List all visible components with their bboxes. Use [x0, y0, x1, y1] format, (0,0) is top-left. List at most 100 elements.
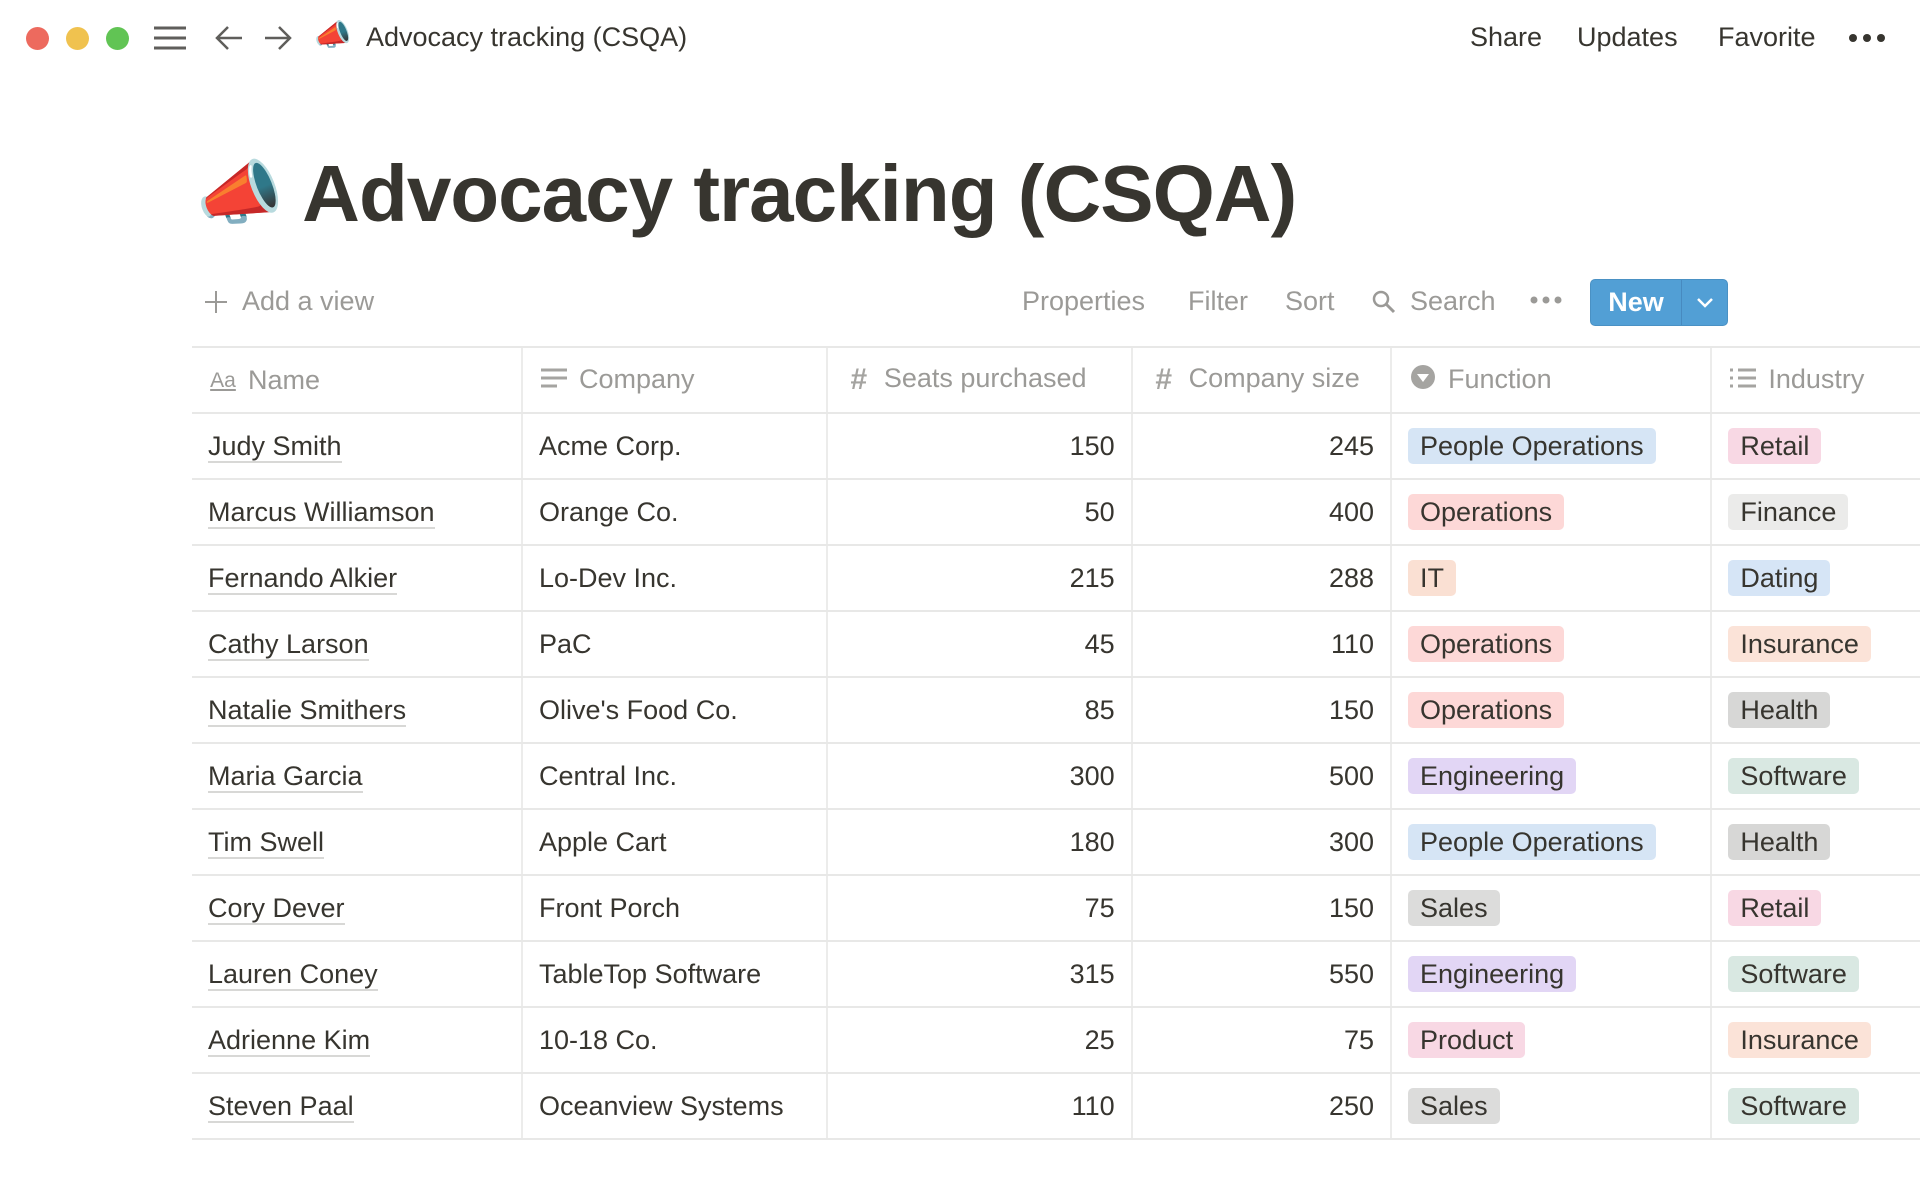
cell-size[interactable]: 500	[1130, 742, 1392, 810]
back-arrow-icon[interactable]	[211, 20, 247, 56]
cell-industry[interactable]: Health	[1710, 676, 1920, 744]
cell-function[interactable]: People Operations	[1390, 412, 1712, 480]
cell-seats[interactable]: 215	[825, 544, 1132, 612]
column-header-function[interactable]: Function	[1390, 346, 1712, 414]
add-view-button[interactable]: Add a view	[204, 286, 374, 317]
cell-name[interactable]: Adrienne Kim	[192, 1006, 522, 1074]
close-window-button[interactable]	[26, 27, 49, 50]
cell-industry[interactable]: Retail	[1710, 874, 1920, 942]
cell-company[interactable]: Acme Corp.	[520, 412, 827, 480]
cell-size[interactable]: 75	[1130, 1006, 1392, 1074]
cell-name[interactable]: Maria Garcia	[192, 742, 522, 810]
cell-seats[interactable]: 150	[825, 412, 1132, 480]
cell-function[interactable]: Operations	[1390, 610, 1712, 678]
cell-company[interactable]: TableTop Software	[520, 940, 827, 1008]
cell-seats[interactable]: 50	[825, 478, 1132, 546]
name-link[interactable]: Lauren Coney	[208, 958, 378, 991]
cell-function[interactable]: Engineering	[1390, 940, 1712, 1008]
cell-industry[interactable]: Software	[1710, 1072, 1920, 1140]
cell-industry[interactable]: Finance	[1710, 478, 1920, 546]
table-row[interactable]: Lauren Coney TableTop Software 315 550 E…	[192, 940, 1920, 1008]
cell-function[interactable]: Operations	[1390, 676, 1712, 744]
cell-company[interactable]: Orange Co.	[520, 478, 827, 546]
updates-button[interactable]: Updates	[1577, 22, 1678, 52]
cell-size[interactable]: 550	[1130, 940, 1392, 1008]
table-row[interactable]: Tim Swell Apple Cart 180 300 People Oper…	[192, 808, 1920, 876]
column-header-seats[interactable]: # Seats purchased	[825, 346, 1132, 414]
cell-name[interactable]: Natalie Smithers	[192, 676, 522, 744]
cell-name[interactable]: Cathy Larson	[192, 610, 522, 678]
table-row[interactable]: Maria Garcia Central Inc. 300 500 Engine…	[192, 742, 1920, 810]
cell-size[interactable]: 245	[1130, 412, 1392, 480]
cell-seats[interactable]: 85	[825, 676, 1132, 744]
cell-function[interactable]: People Operations	[1390, 808, 1712, 876]
cell-name[interactable]: Marcus Williamson	[192, 478, 522, 546]
cell-size[interactable]: 300	[1130, 808, 1392, 876]
cell-size[interactable]: 110	[1130, 610, 1392, 678]
new-dropdown-button[interactable]	[1682, 280, 1727, 325]
cell-size[interactable]: 250	[1130, 1072, 1392, 1140]
maximize-window-button[interactable]	[106, 27, 129, 50]
name-link[interactable]: Maria Garcia	[208, 760, 363, 793]
table-row[interactable]: Steven Paal Oceanview Systems 110 250 Sa…	[192, 1072, 1920, 1140]
cell-company[interactable]: 10-18 Co.	[520, 1006, 827, 1074]
cell-function[interactable]: Engineering	[1390, 742, 1712, 810]
name-link[interactable]: Marcus Williamson	[208, 496, 435, 529]
cell-name[interactable]: Cory Dever	[192, 874, 522, 942]
cell-company[interactable]: PaC	[520, 610, 827, 678]
minimize-window-button[interactable]	[66, 27, 89, 50]
cell-function[interactable]: Sales	[1390, 1072, 1712, 1140]
cell-industry[interactable]: Software	[1710, 742, 1920, 810]
cell-function[interactable]: Product	[1390, 1006, 1712, 1074]
new-button[interactable]: New	[1591, 280, 1682, 325]
name-link[interactable]: Tim Swell	[208, 826, 325, 859]
cell-function[interactable]: IT	[1390, 544, 1712, 612]
cell-name[interactable]: Fernando Alkier	[192, 544, 522, 612]
cell-name[interactable]: Tim Swell	[192, 808, 522, 876]
cell-function[interactable]: Sales	[1390, 874, 1712, 942]
cell-seats[interactable]: 110	[825, 1072, 1132, 1140]
cell-size[interactable]: 150	[1130, 676, 1392, 744]
search-button[interactable]: Search	[1372, 286, 1496, 317]
more-options-icon[interactable]	[1848, 28, 1888, 53]
table-row[interactable]: Marcus Williamson Orange Co. 50 400 Oper…	[192, 478, 1920, 546]
favorite-button[interactable]: Favorite	[1718, 22, 1816, 52]
cell-company[interactable]: Olive's Food Co.	[520, 676, 827, 744]
name-link[interactable]: Natalie Smithers	[208, 694, 407, 727]
column-header-name[interactable]: Aa Name	[192, 346, 522, 414]
table-row[interactable]: Fernando Alkier Lo-Dev Inc. 215 288 IT D…	[192, 544, 1920, 612]
cell-seats[interactable]: 180	[825, 808, 1132, 876]
table-row[interactable]: Cathy Larson PaC 45 110 Operations Insur…	[192, 610, 1920, 678]
table-row[interactable]: Judy Smith Acme Corp. 150 245 People Ope…	[192, 412, 1920, 480]
column-header-size[interactable]: # Company size	[1130, 346, 1392, 414]
cell-industry[interactable]: Software	[1710, 940, 1920, 1008]
breadcrumb-title[interactable]: Advocacy tracking (CSQA)	[366, 22, 688, 52]
table-row[interactable]: Adrienne Kim 10-18 Co. 25 75 Product Ins…	[192, 1006, 1920, 1074]
name-link[interactable]: Fernando Alkier	[208, 562, 398, 595]
column-header-industry[interactable]: Industry	[1710, 346, 1920, 414]
cell-seats[interactable]: 45	[825, 610, 1132, 678]
cell-seats[interactable]: 300	[825, 742, 1132, 810]
name-link[interactable]: Adrienne Kim	[208, 1024, 371, 1057]
cell-company[interactable]: Apple Cart	[520, 808, 827, 876]
more-view-options-icon[interactable]	[1530, 293, 1562, 312]
forward-arrow-icon[interactable]	[260, 20, 296, 56]
cell-seats[interactable]: 25	[825, 1006, 1132, 1074]
cell-size[interactable]: 288	[1130, 544, 1392, 612]
name-link[interactable]: Steven Paal	[208, 1090, 354, 1123]
cell-industry[interactable]: Retail	[1710, 412, 1920, 480]
column-header-company[interactable]: Company	[520, 346, 827, 414]
cell-seats[interactable]: 315	[825, 940, 1132, 1008]
cell-name[interactable]: Steven Paal	[192, 1072, 522, 1140]
table-row[interactable]: Cory Dever Front Porch 75 150 Sales Reta…	[192, 874, 1920, 942]
sort-button[interactable]: Sort	[1285, 286, 1335, 316]
share-button[interactable]: Share	[1470, 22, 1543, 52]
table-row[interactable]: Natalie Smithers Olive's Food Co. 85 150…	[192, 676, 1920, 744]
properties-button[interactable]: Properties	[1022, 286, 1146, 316]
filter-button[interactable]: Filter	[1188, 286, 1248, 316]
name-link[interactable]: Cory Dever	[208, 892, 345, 925]
cell-name[interactable]: Lauren Coney	[192, 940, 522, 1008]
cell-size[interactable]: 400	[1130, 478, 1392, 546]
menu-icon[interactable]	[152, 20, 188, 56]
cell-company[interactable]: Front Porch	[520, 874, 827, 942]
